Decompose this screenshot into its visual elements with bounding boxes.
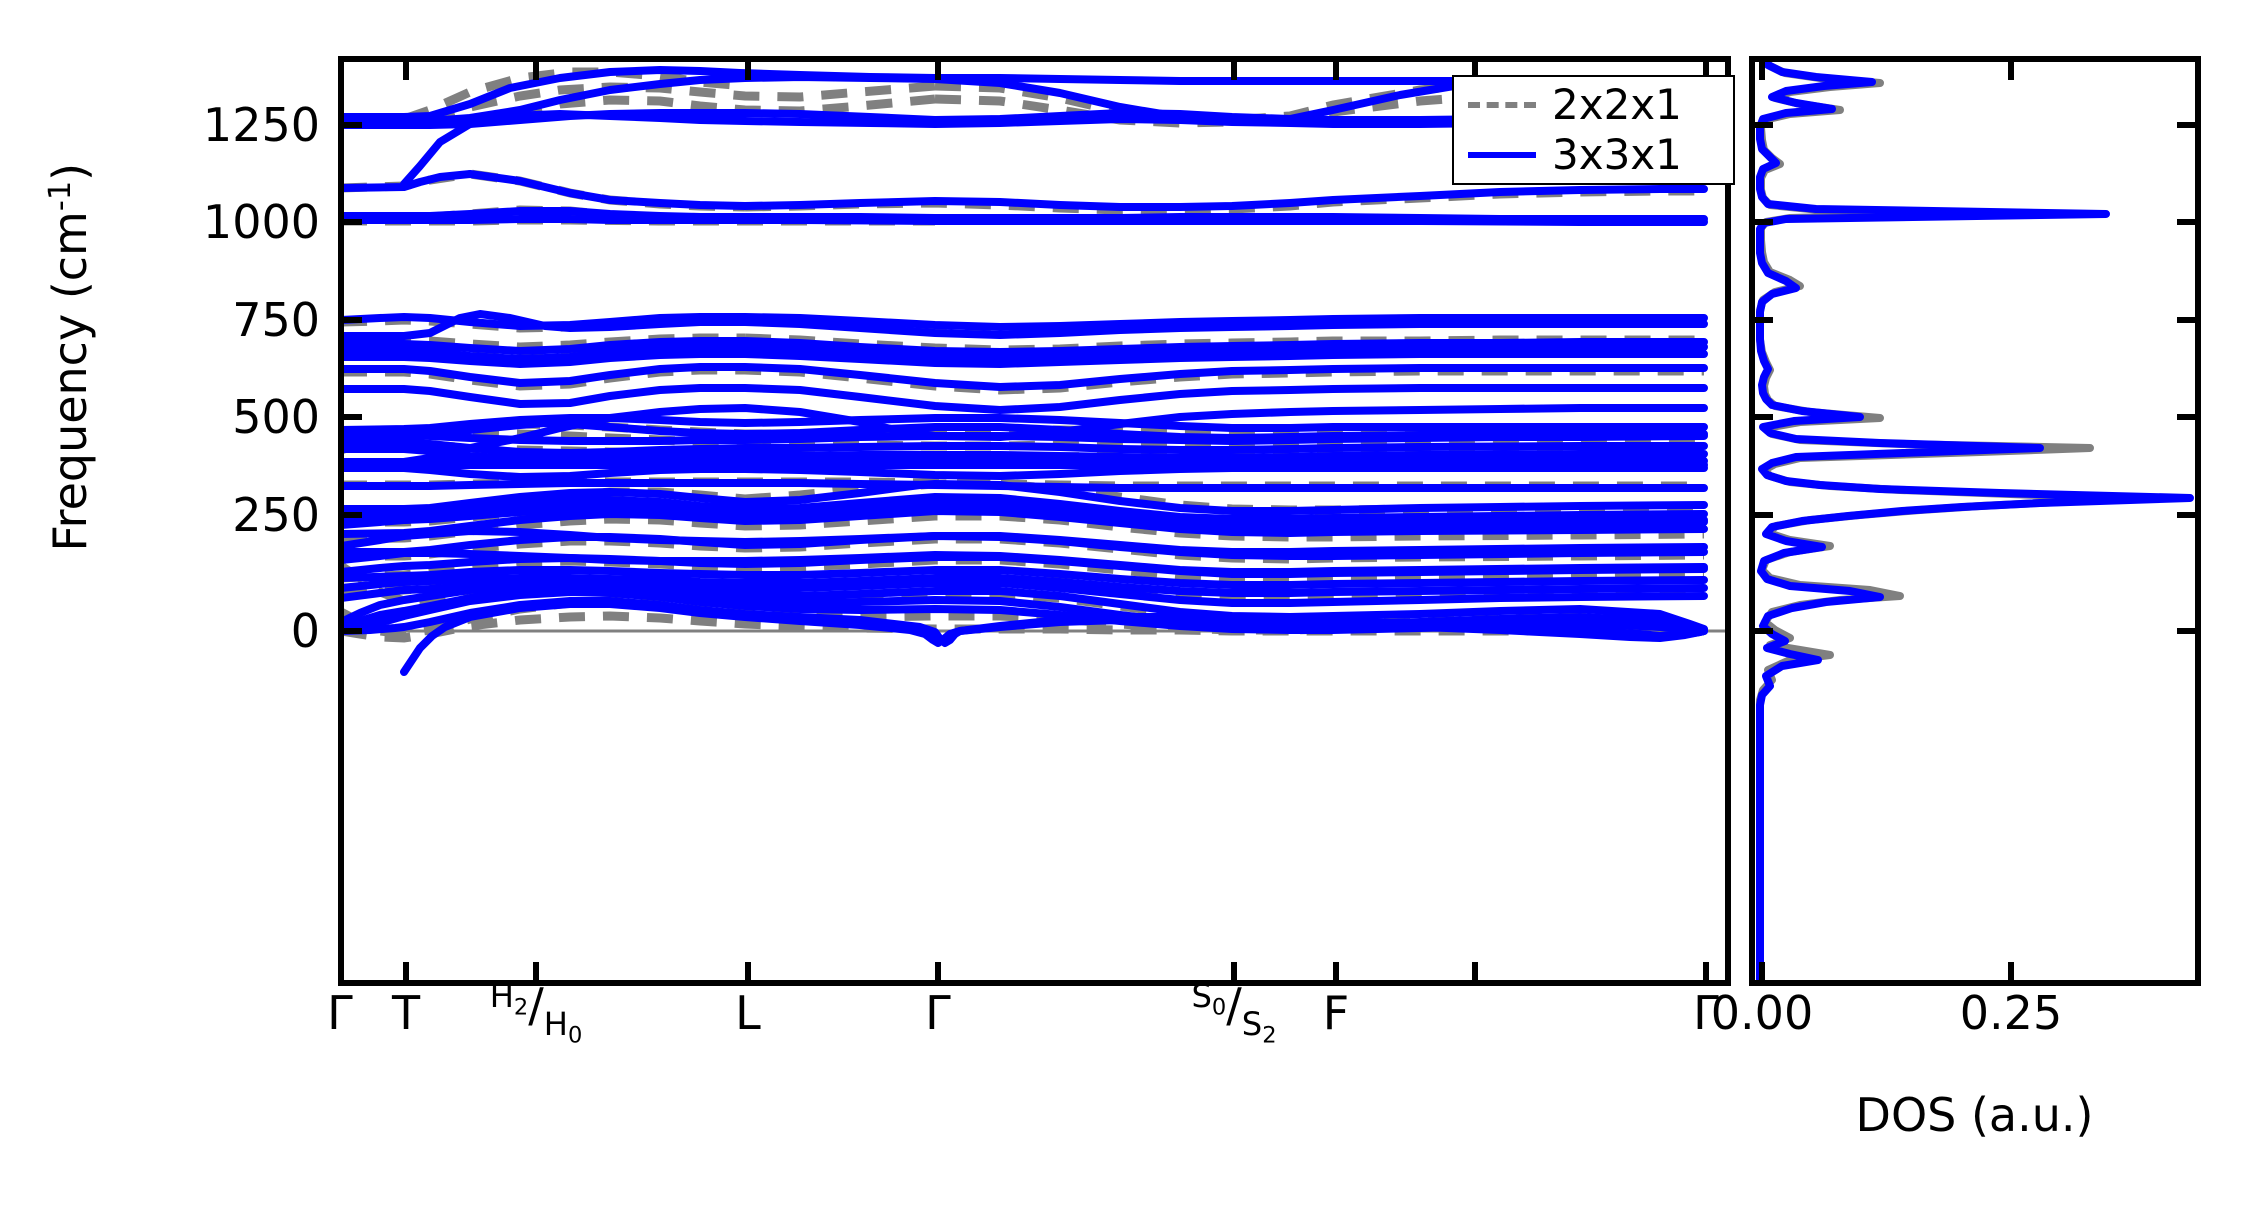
dos-tick-label-025: 0.25	[1959, 986, 2063, 1040]
dos-axes-frame	[1749, 56, 2201, 986]
legend-swatch-solid-icon	[1468, 152, 1536, 158]
x-tick-label-gamma-1: Γ	[327, 986, 353, 1040]
y-tick-label-500: 500	[232, 390, 320, 444]
main-axes-frame	[338, 56, 1731, 986]
dos-axis-label: DOS (a.u.)	[1855, 1088, 2094, 1142]
x-tick-label-S0-S2: S0/S2	[1191, 977, 1276, 1047]
dos-tick-label-000: 0.00	[1710, 986, 1814, 1040]
band-series-3x3x1	[341, 66, 1708, 676]
legend-swatch-dashed-icon	[1468, 102, 1536, 108]
y-tick-label-0: 0	[290, 604, 320, 658]
h0-denominator: H0	[543, 1005, 583, 1049]
legend-entry-3x3x1: 3x3x1	[1454, 130, 1733, 180]
legend: 2x2x1 3x3x1	[1452, 75, 1735, 185]
fraction-slash-2: /	[1226, 978, 1242, 1032]
x-tick-label-gamma-2: Γ	[925, 986, 951, 1040]
x-tick-label-T: T	[391, 986, 421, 1040]
y-axis-ticks	[341, 122, 362, 634]
fraction-slash: /	[528, 978, 544, 1032]
x-axis-ticks	[338, 59, 1709, 983]
dos-axis-ticks	[1752, 59, 2198, 983]
legend-label-2x2x1: 2x2x1	[1552, 80, 1682, 129]
s0-numerator: S0	[1191, 977, 1227, 1021]
legend-label-3x3x1: 3x3x1	[1552, 130, 1682, 179]
x-tick-label-gamma-3: Γ	[1693, 986, 1719, 1040]
y-tick-label-1250: 1250	[202, 98, 320, 152]
x-tick-label-L: L	[735, 986, 761, 1040]
x-tick-label-F: F	[1322, 986, 1350, 1040]
y-tick-label-1000: 1000	[202, 195, 320, 249]
y-tick-label-750: 750	[232, 293, 320, 347]
dos-series-3x3x1	[1756, 59, 2194, 983]
legend-entry-2x2x1: 2x2x1	[1454, 80, 1733, 130]
s2-denominator: S2	[1241, 1005, 1277, 1049]
y-tick-label-250: 250	[232, 488, 320, 542]
